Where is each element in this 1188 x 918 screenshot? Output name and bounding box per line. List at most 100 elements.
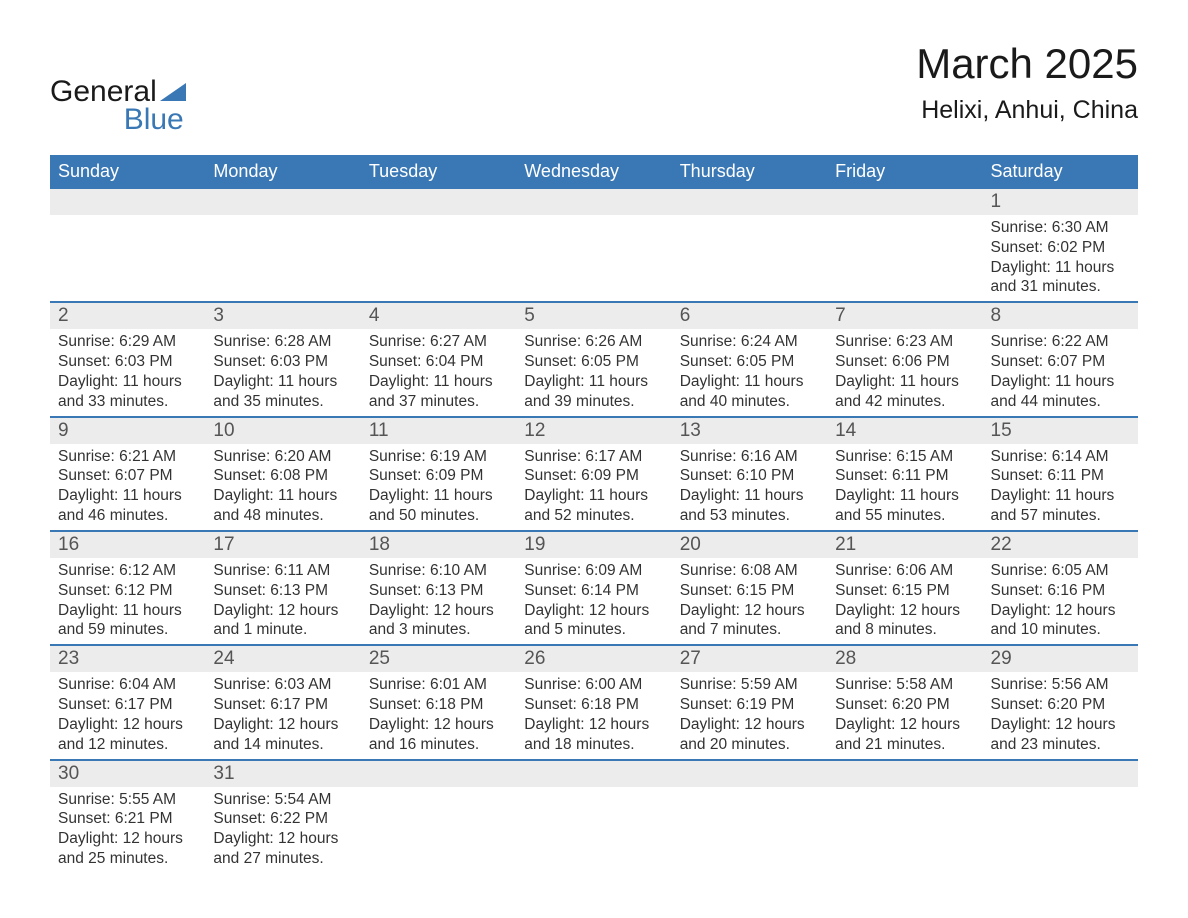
day-num-strip: 28 bbox=[827, 646, 982, 672]
day-num: 17 bbox=[213, 534, 234, 556]
day-cell: 2 Sunrise: 6:29 AM Sunset: 6:03 PM Dayli… bbox=[50, 303, 205, 415]
day-cell: 26 Sunrise: 6:00 AM Sunset: 6:18 PM Dayl… bbox=[516, 646, 671, 758]
day-cell: 12 Sunrise: 6:17 AM Sunset: 6:09 PM Dayl… bbox=[516, 418, 671, 530]
day-body: Sunrise: 6:21 AM Sunset: 6:07 PM Dayligh… bbox=[50, 444, 205, 530]
day-num: 21 bbox=[835, 534, 856, 556]
day-cell: 5 Sunrise: 6:26 AM Sunset: 6:05 PM Dayli… bbox=[516, 303, 671, 415]
dow-tuesday: Tuesday bbox=[361, 155, 516, 189]
day-cell bbox=[827, 761, 982, 873]
day-num-strip: 12 bbox=[516, 418, 671, 444]
daylight-line: Daylight: 11 hours and 42 minutes. bbox=[835, 372, 974, 412]
day-num: 18 bbox=[369, 534, 390, 556]
sunset-line: Sunset: 6:10 PM bbox=[680, 466, 819, 486]
day-num-strip: 18 bbox=[361, 532, 516, 558]
sunset-line: Sunset: 6:03 PM bbox=[213, 352, 352, 372]
sunset-line: Sunset: 6:19 PM bbox=[680, 695, 819, 715]
day-num-strip: 3 bbox=[205, 303, 360, 329]
day-body: Sunrise: 6:24 AM Sunset: 6:05 PM Dayligh… bbox=[672, 329, 827, 415]
day-cell: 7 Sunrise: 6:23 AM Sunset: 6:06 PM Dayli… bbox=[827, 303, 982, 415]
sunset-line: Sunset: 6:07 PM bbox=[58, 466, 197, 486]
day-body: Sunrise: 6:17 AM Sunset: 6:09 PM Dayligh… bbox=[516, 444, 671, 530]
sunset-line: Sunset: 6:18 PM bbox=[524, 695, 663, 715]
daylight-line: Daylight: 12 hours and 18 minutes. bbox=[524, 715, 663, 755]
day-cell: 19 Sunrise: 6:09 AM Sunset: 6:14 PM Dayl… bbox=[516, 532, 671, 644]
sunset-line: Sunset: 6:13 PM bbox=[369, 581, 508, 601]
daylight-line: Daylight: 11 hours and 52 minutes. bbox=[524, 486, 663, 526]
day-body bbox=[205, 215, 360, 235]
logo: General Blue bbox=[50, 75, 186, 137]
sunrise-line: Sunrise: 6:26 AM bbox=[524, 332, 663, 352]
daylight-line: Daylight: 12 hours and 16 minutes. bbox=[369, 715, 508, 755]
week-row: 16 Sunrise: 6:12 AM Sunset: 6:12 PM Dayl… bbox=[50, 532, 1138, 646]
day-cell: 15 Sunrise: 6:14 AM Sunset: 6:11 PM Dayl… bbox=[983, 418, 1138, 530]
sunset-line: Sunset: 6:18 PM bbox=[369, 695, 508, 715]
daylight-line: Daylight: 11 hours and 55 minutes. bbox=[835, 486, 974, 526]
day-cell bbox=[672, 189, 827, 301]
day-cell bbox=[205, 189, 360, 301]
sunrise-line: Sunrise: 6:22 AM bbox=[991, 332, 1130, 352]
sunrise-line: Sunrise: 6:00 AM bbox=[524, 675, 663, 695]
day-cell: 11 Sunrise: 6:19 AM Sunset: 6:09 PM Dayl… bbox=[361, 418, 516, 530]
day-num: 25 bbox=[369, 648, 390, 670]
sunset-line: Sunset: 6:07 PM bbox=[991, 352, 1130, 372]
dow-monday: Monday bbox=[205, 155, 360, 189]
day-cell bbox=[983, 761, 1138, 873]
day-num: 5 bbox=[524, 305, 535, 327]
sunset-line: Sunset: 6:11 PM bbox=[991, 466, 1130, 486]
daylight-line: Daylight: 11 hours and 57 minutes. bbox=[991, 486, 1130, 526]
sunset-line: Sunset: 6:02 PM bbox=[991, 238, 1130, 258]
sunrise-line: Sunrise: 5:54 AM bbox=[213, 790, 352, 810]
day-num: 23 bbox=[58, 648, 79, 670]
sunrise-line: Sunrise: 6:12 AM bbox=[58, 561, 197, 581]
page-title: March 2025 bbox=[916, 40, 1138, 88]
sunset-line: Sunset: 6:12 PM bbox=[58, 581, 197, 601]
day-body bbox=[516, 787, 671, 807]
day-body: Sunrise: 6:20 AM Sunset: 6:08 PM Dayligh… bbox=[205, 444, 360, 530]
dow-friday: Friday bbox=[827, 155, 982, 189]
daylight-line: Daylight: 12 hours and 27 minutes. bbox=[213, 829, 352, 869]
day-body: Sunrise: 6:10 AM Sunset: 6:13 PM Dayligh… bbox=[361, 558, 516, 644]
sunrise-line: Sunrise: 6:11 AM bbox=[213, 561, 352, 581]
sunrise-line: Sunrise: 6:27 AM bbox=[369, 332, 508, 352]
daylight-line: Daylight: 12 hours and 3 minutes. bbox=[369, 601, 508, 641]
day-cell: 16 Sunrise: 6:12 AM Sunset: 6:12 PM Dayl… bbox=[50, 532, 205, 644]
day-body bbox=[50, 215, 205, 235]
sunrise-line: Sunrise: 5:56 AM bbox=[991, 675, 1130, 695]
day-num: 16 bbox=[58, 534, 79, 556]
day-num-strip bbox=[516, 189, 671, 215]
day-num-strip: 17 bbox=[205, 532, 360, 558]
day-num: 9 bbox=[58, 420, 69, 442]
day-body: Sunrise: 6:23 AM Sunset: 6:06 PM Dayligh… bbox=[827, 329, 982, 415]
day-body: Sunrise: 6:22 AM Sunset: 6:07 PM Dayligh… bbox=[983, 329, 1138, 415]
daylight-line: Daylight: 11 hours and 50 minutes. bbox=[369, 486, 508, 526]
day-cell: 23 Sunrise: 6:04 AM Sunset: 6:17 PM Dayl… bbox=[50, 646, 205, 758]
sunset-line: Sunset: 6:04 PM bbox=[369, 352, 508, 372]
day-cell: 30 Sunrise: 5:55 AM Sunset: 6:21 PM Dayl… bbox=[50, 761, 205, 873]
day-body: Sunrise: 5:59 AM Sunset: 6:19 PM Dayligh… bbox=[672, 672, 827, 758]
day-num-strip bbox=[827, 761, 982, 787]
day-cell: 9 Sunrise: 6:21 AM Sunset: 6:07 PM Dayli… bbox=[50, 418, 205, 530]
day-num: 28 bbox=[835, 648, 856, 670]
sunset-line: Sunset: 6:05 PM bbox=[680, 352, 819, 372]
day-num: 30 bbox=[58, 763, 79, 785]
day-num-strip: 25 bbox=[361, 646, 516, 672]
sunrise-line: Sunrise: 5:59 AM bbox=[680, 675, 819, 695]
week-row: 2 Sunrise: 6:29 AM Sunset: 6:03 PM Dayli… bbox=[50, 303, 1138, 417]
day-body bbox=[983, 787, 1138, 807]
day-num-strip: 7 bbox=[827, 303, 982, 329]
daylight-line: Daylight: 12 hours and 25 minutes. bbox=[58, 829, 197, 869]
day-num: 4 bbox=[369, 305, 380, 327]
day-num-strip: 19 bbox=[516, 532, 671, 558]
day-num-strip: 14 bbox=[827, 418, 982, 444]
day-body bbox=[827, 215, 982, 235]
sunrise-line: Sunrise: 5:55 AM bbox=[58, 790, 197, 810]
week-row: 23 Sunrise: 6:04 AM Sunset: 6:17 PM Dayl… bbox=[50, 646, 1138, 760]
sunset-line: Sunset: 6:20 PM bbox=[991, 695, 1130, 715]
day-cell bbox=[516, 761, 671, 873]
day-num: 27 bbox=[680, 648, 701, 670]
daylight-line: Daylight: 11 hours and 39 minutes. bbox=[524, 372, 663, 412]
sunrise-line: Sunrise: 6:17 AM bbox=[524, 447, 663, 467]
day-cell: 20 Sunrise: 6:08 AM Sunset: 6:15 PM Dayl… bbox=[672, 532, 827, 644]
daylight-line: Daylight: 12 hours and 14 minutes. bbox=[213, 715, 352, 755]
sunrise-line: Sunrise: 6:30 AM bbox=[991, 218, 1130, 238]
